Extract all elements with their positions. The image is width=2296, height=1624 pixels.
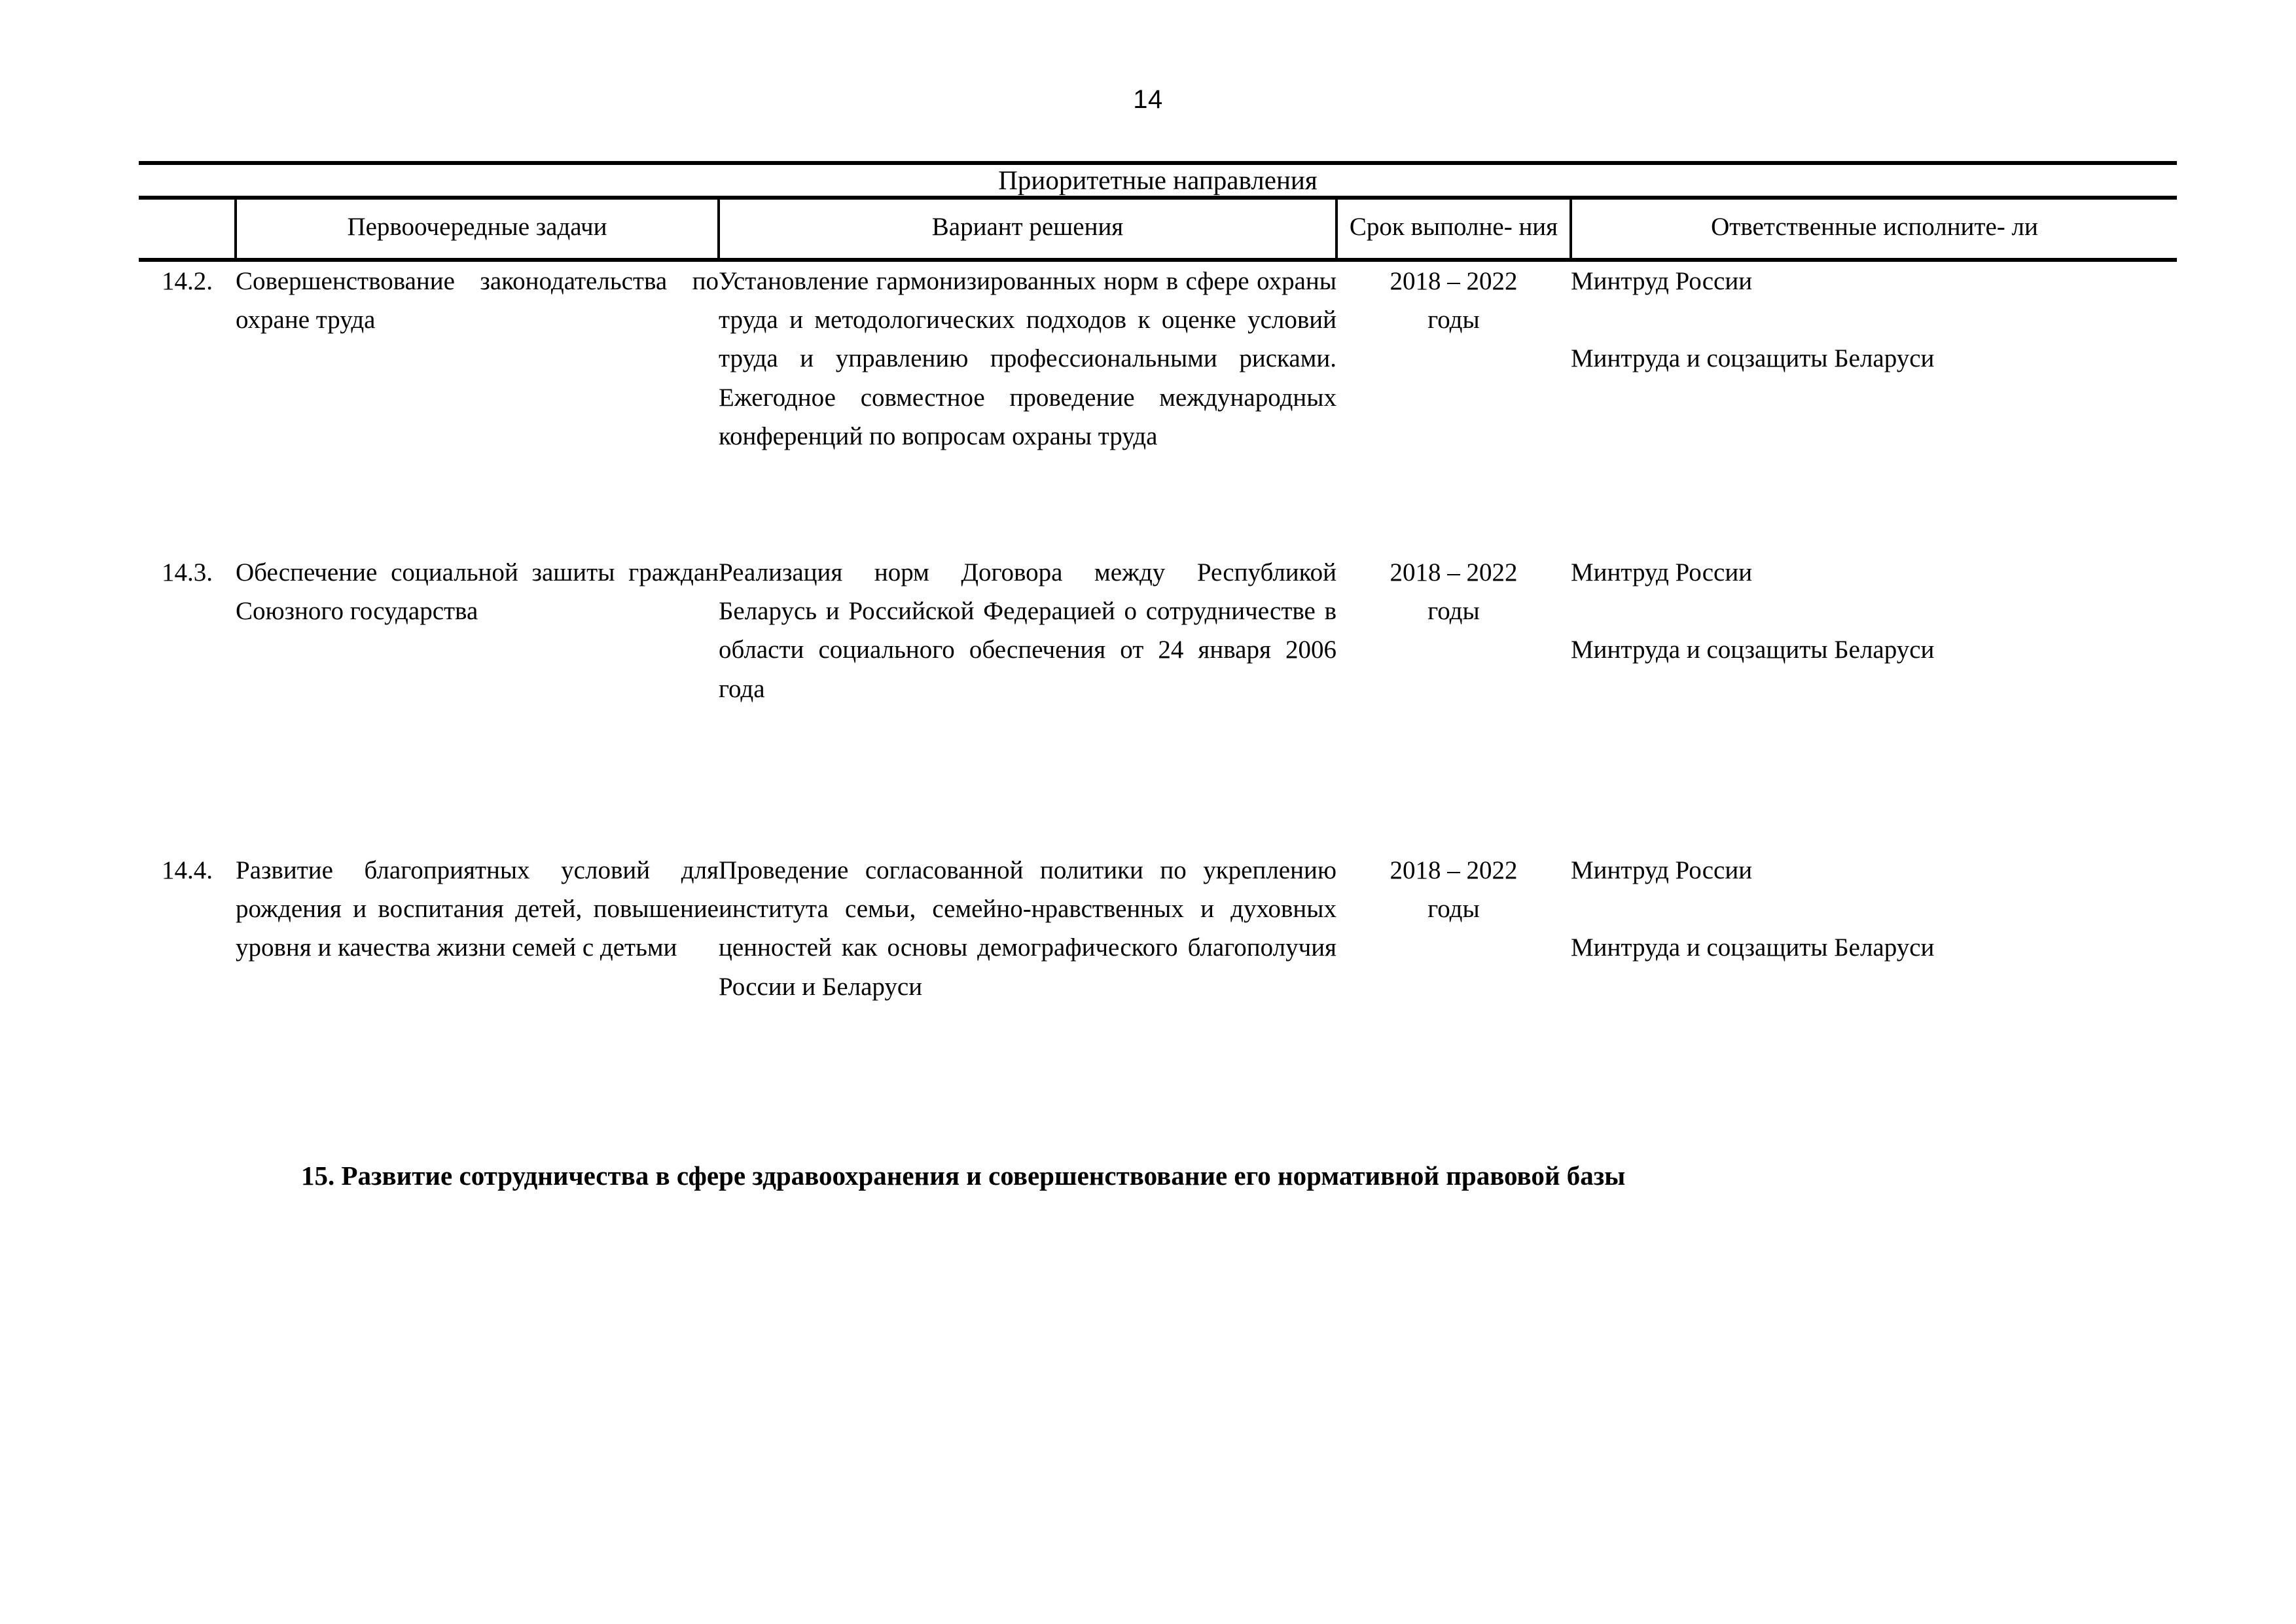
row-responsible: Минтруд России Минтруда и соцзащиты Бела… (1571, 553, 2177, 851)
table-banner-title: Приоритетные направления (139, 160, 2177, 200)
column-header-tasks: Первоочередные задачи (234, 198, 719, 262)
priority-directions-table: Приоритетные направления Первоочередные … (139, 160, 2177, 1175)
table-header-row: Первоочередные задачи Вариант решения Ср… (139, 198, 2177, 262)
row-deadline-line1: 2018 – 2022 (1390, 856, 1518, 884)
row-deadline-line2: годы (1427, 597, 1480, 626)
row-responsible-line2: Минтруда и соцзащиты Беларуси (1571, 933, 1935, 962)
row-responsible-line2: Минтруда и соцзащиты Беларуси (1571, 635, 1935, 664)
table-row: 14.3. Обеспечение социальной зашиты граж… (139, 553, 2177, 851)
column-header-index (139, 198, 236, 262)
row-responsible-line1: Минтруд России (1571, 856, 1753, 884)
row-solution: Установление гармонизированных норм в сф… (719, 266, 1336, 450)
table-row: 14.2. Совершенствование законодательства… (139, 260, 2177, 553)
row-number: 14.3. (162, 558, 213, 586)
page-number: 14 (1133, 85, 1163, 114)
row-deadline-line1: 2018 – 2022 (1390, 266, 1518, 295)
column-header-responsible-line1: Ответственные исполните- (1711, 213, 2005, 242)
row-deadline: 2018 – 2022 годы (1336, 553, 1571, 851)
row-task: Обеспечение социальной зашиты граждан Со… (236, 558, 719, 626)
row-responsible-line2: Минтруда и соцзащиты Беларуси (1571, 344, 1935, 372)
column-header-responsible-line2: ли (2011, 213, 2038, 242)
row-responsible: Минтруд России Минтруда и соцзащиты Бела… (1571, 851, 2177, 1175)
table-banner-row: Приоритетные направления (139, 160, 2177, 200)
table-row: 14.4. Развитие благоприятных условий для… (139, 851, 2177, 1175)
row-deadline-line2: годы (1427, 306, 1480, 334)
row-task: Развитие благоприятных условий для рожде… (236, 856, 719, 962)
column-header-responsible: Ответственные исполните- ли (1570, 198, 2177, 262)
row-deadline-line1: 2018 – 2022 (1390, 558, 1518, 586)
row-number: 14.2. (162, 266, 213, 295)
column-header-deadline-line1: Срок выполне- (1349, 213, 1513, 242)
row-responsible-line1: Минтруд России (1571, 266, 1753, 295)
row-task: Совершенствование законодательства по ох… (236, 266, 719, 334)
row-solution: Проведение согласованной политики по укр… (719, 856, 1336, 1001)
column-header-deadline-line2: ния (1518, 213, 1558, 242)
row-deadline-line2: годы (1427, 895, 1480, 924)
section-heading-15: 15. Развитие сотрудничества в сфере здра… (301, 1161, 1626, 1191)
row-deadline: 2018 – 2022 годы (1336, 851, 1571, 1175)
column-header-solution: Вариант решения (717, 198, 1336, 262)
row-responsible-line1: Минтруд России (1571, 558, 1753, 586)
column-header-deadline: Срок выполне- ния (1335, 198, 1571, 262)
row-solution: Реализация норм Договора между Республик… (719, 558, 1336, 703)
row-deadline: 2018 – 2022 годы (1336, 260, 1571, 553)
row-number: 14.4. (162, 856, 213, 884)
row-responsible: Минтруд России Минтруда и соцзащиты Бела… (1571, 260, 2177, 553)
